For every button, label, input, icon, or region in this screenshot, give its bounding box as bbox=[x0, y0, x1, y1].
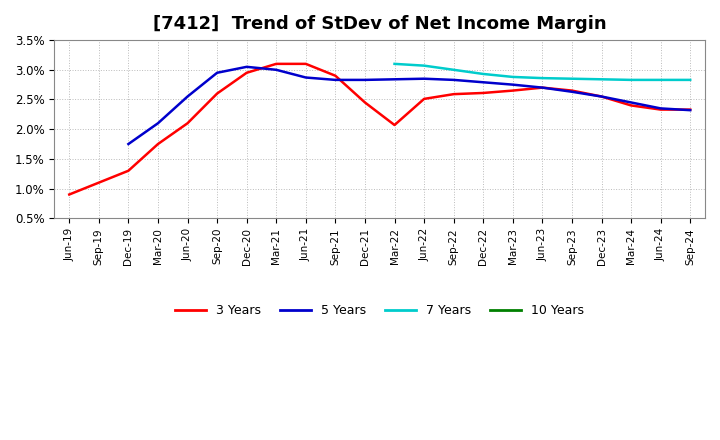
7 Years bbox=[508, 74, 517, 80]
5 Years bbox=[626, 100, 635, 105]
5 Years bbox=[272, 67, 281, 73]
5 Years bbox=[390, 77, 399, 82]
3 Years bbox=[567, 88, 576, 93]
5 Years bbox=[302, 75, 310, 80]
3 Years bbox=[508, 88, 517, 93]
5 Years bbox=[420, 76, 428, 81]
7 Years bbox=[390, 61, 399, 66]
7 Years bbox=[449, 67, 458, 73]
5 Years bbox=[479, 80, 487, 85]
7 Years bbox=[597, 77, 606, 82]
5 Years bbox=[124, 141, 132, 147]
7 Years bbox=[657, 77, 665, 83]
3 Years bbox=[94, 180, 103, 185]
5 Years bbox=[183, 94, 192, 99]
5 Years bbox=[686, 107, 695, 113]
Legend: 3 Years, 5 Years, 7 Years, 10 Years: 3 Years, 5 Years, 7 Years, 10 Years bbox=[170, 299, 590, 323]
5 Years bbox=[567, 89, 576, 95]
3 Years bbox=[243, 70, 251, 75]
5 Years bbox=[243, 64, 251, 70]
3 Years bbox=[657, 107, 665, 112]
3 Years bbox=[597, 94, 606, 99]
7 Years bbox=[686, 77, 695, 83]
5 Years bbox=[538, 85, 546, 90]
Line: 3 Years: 3 Years bbox=[69, 64, 690, 194]
7 Years bbox=[479, 71, 487, 77]
3 Years bbox=[213, 91, 222, 96]
5 Years bbox=[657, 106, 665, 111]
3 Years bbox=[361, 100, 369, 105]
5 Years bbox=[597, 94, 606, 99]
7 Years bbox=[567, 76, 576, 81]
3 Years bbox=[302, 61, 310, 66]
3 Years bbox=[390, 122, 399, 128]
3 Years bbox=[686, 107, 695, 112]
3 Years bbox=[124, 168, 132, 173]
3 Years bbox=[65, 192, 73, 197]
5 Years bbox=[508, 82, 517, 87]
7 Years bbox=[626, 77, 635, 83]
Title: [7412]  Trend of StDev of Net Income Margin: [7412] Trend of StDev of Net Income Marg… bbox=[153, 15, 606, 33]
5 Years bbox=[331, 77, 340, 83]
5 Years bbox=[361, 77, 369, 83]
3 Years bbox=[272, 61, 281, 66]
5 Years bbox=[153, 121, 162, 126]
7 Years bbox=[538, 76, 546, 81]
5 Years bbox=[449, 77, 458, 83]
3 Years bbox=[331, 73, 340, 78]
Line: 7 Years: 7 Years bbox=[395, 64, 690, 80]
5 Years bbox=[213, 70, 222, 75]
3 Years bbox=[420, 96, 428, 102]
3 Years bbox=[153, 141, 162, 147]
3 Years bbox=[479, 90, 487, 95]
3 Years bbox=[626, 103, 635, 108]
Line: 5 Years: 5 Years bbox=[128, 67, 690, 144]
3 Years bbox=[449, 92, 458, 97]
3 Years bbox=[183, 121, 192, 126]
7 Years bbox=[420, 63, 428, 68]
3 Years bbox=[538, 85, 546, 90]
